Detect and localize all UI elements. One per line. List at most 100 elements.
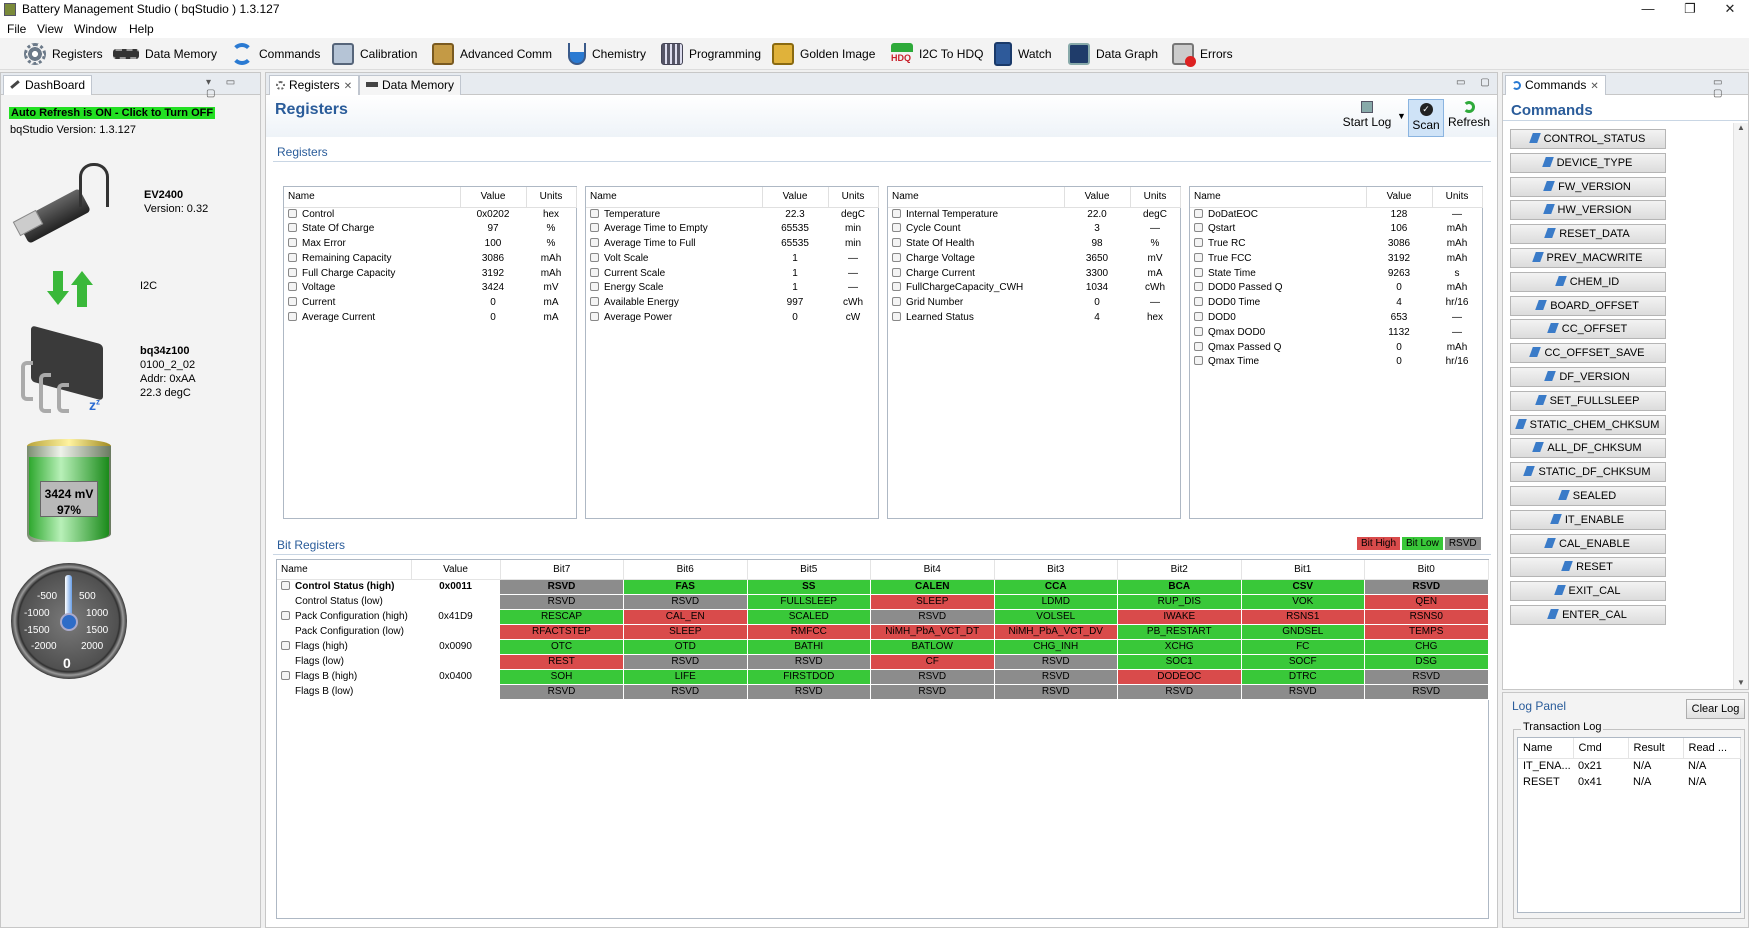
register-row[interactable]: Charge Current 3300 mA <box>888 266 1180 281</box>
column-header-bit5[interactable]: Bit5 <box>747 560 871 580</box>
register-row[interactable]: DoDatEOC 128 — <box>1190 207 1482 222</box>
command-button-control-status[interactable]: CONTROL_STATUS <box>1510 129 1666 149</box>
tab-registers[interactable]: Registers ✕ <box>269 75 360 95</box>
log-row[interactable]: RESET 0x41 N/A N/A <box>1518 774 1740 790</box>
column-header-bit3[interactable]: Bit3 <box>994 560 1118 580</box>
toolbar-chemistry-button[interactable]: Chemistry <box>568 38 646 70</box>
column-header-value[interactable]: Value <box>762 187 829 208</box>
register-row[interactable]: Average Time to Empty 65535 min <box>586 222 878 237</box>
toolbar-errors-button[interactable]: Errors <box>1172 38 1233 70</box>
menu-view[interactable]: View <box>37 22 63 36</box>
menu-file[interactable]: File <box>7 22 27 36</box>
command-button-enter-cal[interactable]: ENTER_CAL <box>1510 605 1666 625</box>
register-row[interactable]: Qmax Passed Q 0 mAh <box>1190 340 1482 355</box>
toolbar-registers-button[interactable]: Registers <box>24 38 103 70</box>
register-row[interactable]: State Of Charge 97% <box>284 222 576 237</box>
commands-scrollbar[interactable]: ▲ ▼ <box>1733 123 1748 689</box>
register-row[interactable]: FullChargeCapacity_CWH 1034 cWh <box>888 281 1180 296</box>
column-header-value[interactable]: Value <box>411 560 501 580</box>
toolbar-calibration-button[interactable]: Calibration <box>332 38 417 70</box>
tab-data-memory[interactable]: Data Memory <box>359 75 462 95</box>
command-button-board-offset[interactable]: BOARD_OFFSET <box>1510 295 1666 316</box>
bit-register-row[interactable]: Pack Configuration (low) RFACTSTEP SLEEP RM… <box>277 624 1489 640</box>
command-button-all-df-chksum[interactable]: ALL_DF_CHKSUM <box>1510 438 1666 459</box>
log-column-header[interactable]: Name <box>1518 738 1574 759</box>
column-header-name[interactable]: Name <box>888 187 1065 208</box>
toolbar-data-graph-button[interactable]: Data Graph <box>1068 38 1158 70</box>
column-header-units[interactable]: Units <box>1432 187 1483 208</box>
log-column-header[interactable]: Read ... <box>1683 738 1741 759</box>
tab-dashboard[interactable]: DashBoard <box>3 75 93 95</box>
toolbar-programming-button[interactable]: Programming <box>661 38 761 70</box>
bit-register-row[interactable]: Control Status (low) RSVD RSVD FULLSLEEP SLE… <box>277 594 1489 610</box>
bit-register-row[interactable]: Pack Configuration (high) 0x41D9 RESCAP CAL… <box>277 609 1489 625</box>
command-button-cal-enable[interactable]: CAL_ENABLE <box>1510 533 1666 554</box>
start-log-button[interactable]: Start Log <box>1336 101 1398 135</box>
register-row[interactable]: Cycle Count 3 — <box>888 222 1180 237</box>
register-row[interactable]: Learned Status 4 hex <box>888 311 1180 326</box>
column-header-value[interactable]: Value <box>460 187 527 208</box>
register-row[interactable]: True FCC 3192 mAh <box>1190 251 1482 266</box>
column-header-bit4[interactable]: Bit4 <box>870 560 995 580</box>
column-header-bit7[interactable]: Bit7 <box>500 560 624 580</box>
column-header-name[interactable]: Name <box>277 560 412 580</box>
command-button-fw-version[interactable]: FW_VERSION <box>1510 176 1666 197</box>
register-row[interactable]: Volt Scale 1 — <box>586 251 878 266</box>
restore-button[interactable]: ❐ <box>1684 1 1696 16</box>
register-row[interactable]: Max Error 100% <box>284 237 576 252</box>
column-header-name[interactable]: Name <box>1190 187 1367 208</box>
toolbar-data-memory-button[interactable]: Data Memory <box>113 38 217 70</box>
close-tab-icon[interactable]: ✕ <box>343 81 353 92</box>
column-header-units[interactable]: Units <box>526 187 577 208</box>
command-button-hw-version[interactable]: HW_VERSION <box>1510 200 1666 221</box>
toolbar-watch-button[interactable]: Watch <box>994 38 1052 70</box>
column-header-value[interactable]: Value <box>1064 187 1131 208</box>
tab-commands[interactable]: Commands ✕ <box>1505 75 1606 95</box>
toolbar-golden-image-button[interactable]: Golden Image <box>772 38 875 70</box>
column-header-bit2[interactable]: Bit2 <box>1117 560 1242 580</box>
command-button-reset-data[interactable]: RESET_DATA <box>1510 224 1666 245</box>
log-column-header[interactable]: Result <box>1628 738 1684 759</box>
column-header-value[interactable]: Value <box>1366 187 1433 208</box>
bit-register-row[interactable]: Flags B (high) 0x0400 SOH LIFE FIRSTDOD RSVD R… <box>277 669 1489 685</box>
auto-refresh-toggle[interactable]: Auto Refresh is ON - Click to Turn OFF <box>9 107 216 119</box>
register-row[interactable]: State Time 9263 s <box>1190 266 1482 281</box>
command-button-chem-id[interactable]: CHEM_ID <box>1510 271 1666 292</box>
dashboard-view-controls[interactable]: ▾ ▭ ▢ <box>206 77 242 99</box>
column-header-bit6[interactable]: Bit6 <box>623 560 748 580</box>
register-row[interactable]: Control 0x0202 hex <box>284 207 576 222</box>
command-button-df-version[interactable]: DF_VERSION <box>1510 367 1666 387</box>
editor-view-controls[interactable]: ▭ ▢ <box>1456 77 1496 88</box>
register-row[interactable]: Average Current 0 mA <box>284 311 576 326</box>
menu-window[interactable]: Window <box>74 22 117 36</box>
column-header-bit1[interactable]: Bit1 <box>1241 560 1365 580</box>
command-button-set-fullsleep[interactable]: SET_FULLSLEEP <box>1510 390 1666 411</box>
column-header-bit0[interactable]: Bit0 <box>1364 560 1489 580</box>
command-button-static-chem-chksum[interactable]: STATIC_CHEM_CHKSUM <box>1510 414 1666 435</box>
bit-register-row[interactable]: Flags (high) 0x0090 OTC OTD BATHI BATLOW CHG_I… <box>277 639 1489 655</box>
register-row[interactable]: Available Energy 997 cWh <box>586 296 878 311</box>
command-button-static-df-chksum[interactable]: STATIC_DF_CHKSUM <box>1510 462 1666 483</box>
register-row[interactable]: Qmax DOD0 1132 — <box>1190 325 1482 340</box>
command-button-sealed[interactable]: SEALED <box>1510 486 1666 506</box>
register-row[interactable]: Energy Scale 1 — <box>586 281 878 296</box>
register-row[interactable]: Internal Temperature 22.0 degC <box>888 207 1180 222</box>
refresh-button[interactable]: Refresh <box>1446 101 1492 135</box>
command-button-reset[interactable]: RESET <box>1510 557 1666 578</box>
column-header-units[interactable]: Units <box>1130 187 1181 208</box>
column-header-name[interactable]: Name <box>586 187 763 208</box>
bit-register-row[interactable]: Flags B (low) RSVD RSVD RSVD RSVD RSVD RSVD RSV… <box>277 684 1489 700</box>
command-button-device-type[interactable]: DEVICE_TYPE <box>1510 152 1666 173</box>
command-button-cc-offset[interactable]: CC_OFFSET <box>1510 319 1666 340</box>
register-row[interactable]: Charge Voltage 3650 mV <box>888 251 1180 266</box>
column-header-name[interactable]: Name <box>284 187 461 208</box>
register-row[interactable]: Voltage 3424 mV <box>284 281 576 296</box>
start-log-dropdown-icon[interactable]: ▼ <box>1397 111 1406 121</box>
log-column-header[interactable]: Cmd <box>1573 738 1629 759</box>
command-button-prev-macwrite[interactable]: PREV_MACWRITE <box>1510 248 1666 268</box>
minimize-button[interactable]: — <box>1641 1 1655 16</box>
register-row[interactable]: State Of Health 98% <box>888 237 1180 252</box>
register-row[interactable]: Qmax Time 0 hr/16 <box>1190 355 1482 370</box>
column-header-units[interactable]: Units <box>828 187 879 208</box>
bit-register-row[interactable]: Flags (low) REST RSVD RSVD CF RSVD SOC1 SOCF DSG <box>277 654 1489 670</box>
